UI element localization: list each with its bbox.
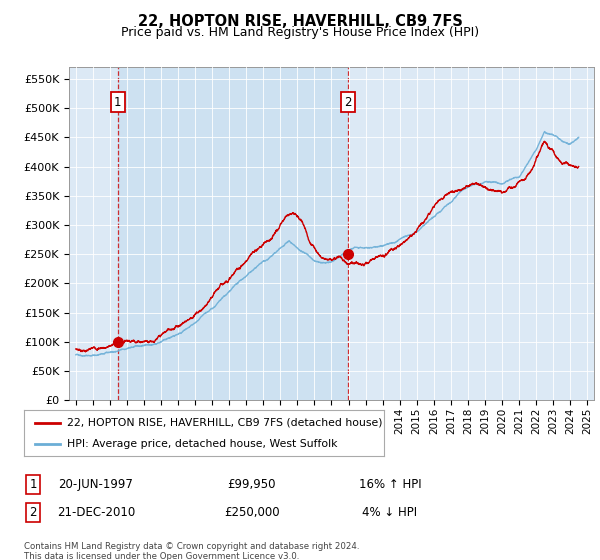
- Text: 1: 1: [114, 96, 122, 109]
- Text: 20-JUN-1997: 20-JUN-1997: [59, 478, 133, 491]
- Text: 22, HOPTON RISE, HAVERHILL, CB9 7FS (detached house): 22, HOPTON RISE, HAVERHILL, CB9 7FS (det…: [67, 418, 383, 428]
- Text: 2: 2: [29, 506, 37, 519]
- Text: 4% ↓ HPI: 4% ↓ HPI: [362, 506, 418, 519]
- Text: 21-DEC-2010: 21-DEC-2010: [57, 506, 135, 519]
- Text: Contains HM Land Registry data © Crown copyright and database right 2024.
This d: Contains HM Land Registry data © Crown c…: [24, 542, 359, 560]
- Text: 16% ↑ HPI: 16% ↑ HPI: [359, 478, 421, 491]
- Bar: [118, 67, 348, 400]
- Text: 1: 1: [29, 478, 37, 491]
- Text: £99,950: £99,950: [228, 478, 276, 491]
- Text: 22, HOPTON RISE, HAVERHILL, CB9 7FS: 22, HOPTON RISE, HAVERHILL, CB9 7FS: [137, 14, 463, 29]
- Text: HPI: Average price, detached house, West Suffolk: HPI: Average price, detached house, West…: [67, 439, 338, 449]
- Text: £250,000: £250,000: [224, 506, 280, 519]
- Text: Price paid vs. HM Land Registry's House Price Index (HPI): Price paid vs. HM Land Registry's House …: [121, 26, 479, 39]
- Text: 2: 2: [344, 96, 352, 109]
